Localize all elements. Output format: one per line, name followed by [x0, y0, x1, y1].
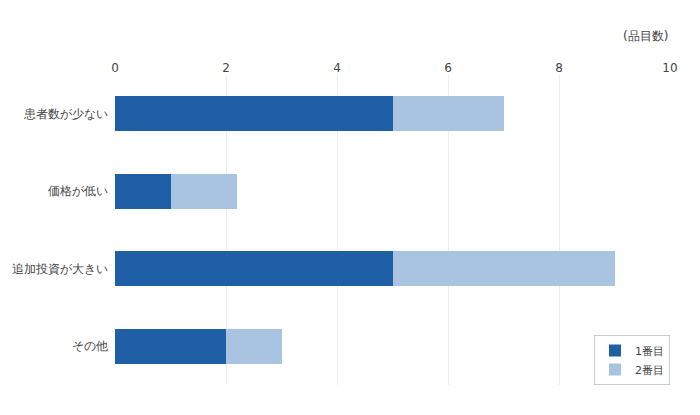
svg-text:(品目数): (品目数) — [623, 29, 668, 43]
svg-text:2番目: 2番目 — [635, 364, 664, 377]
svg-text:価格が低い: 価格が低い — [48, 184, 108, 198]
svg-text:追加投資が大きい: 追加投資が大きい — [12, 262, 108, 276]
svg-text:0: 0 — [111, 61, 119, 75]
svg-text:その他: その他 — [72, 339, 108, 353]
svg-text:患者数が少ない: 患者数が少ない — [23, 107, 108, 121]
svg-text:4: 4 — [333, 61, 341, 75]
svg-text:6: 6 — [444, 61, 452, 75]
svg-text:1番目: 1番目 — [635, 345, 664, 358]
svg-text:2: 2 — [222, 61, 230, 75]
svg-text:8: 8 — [555, 61, 563, 75]
svg-text:10: 10 — [662, 61, 677, 75]
